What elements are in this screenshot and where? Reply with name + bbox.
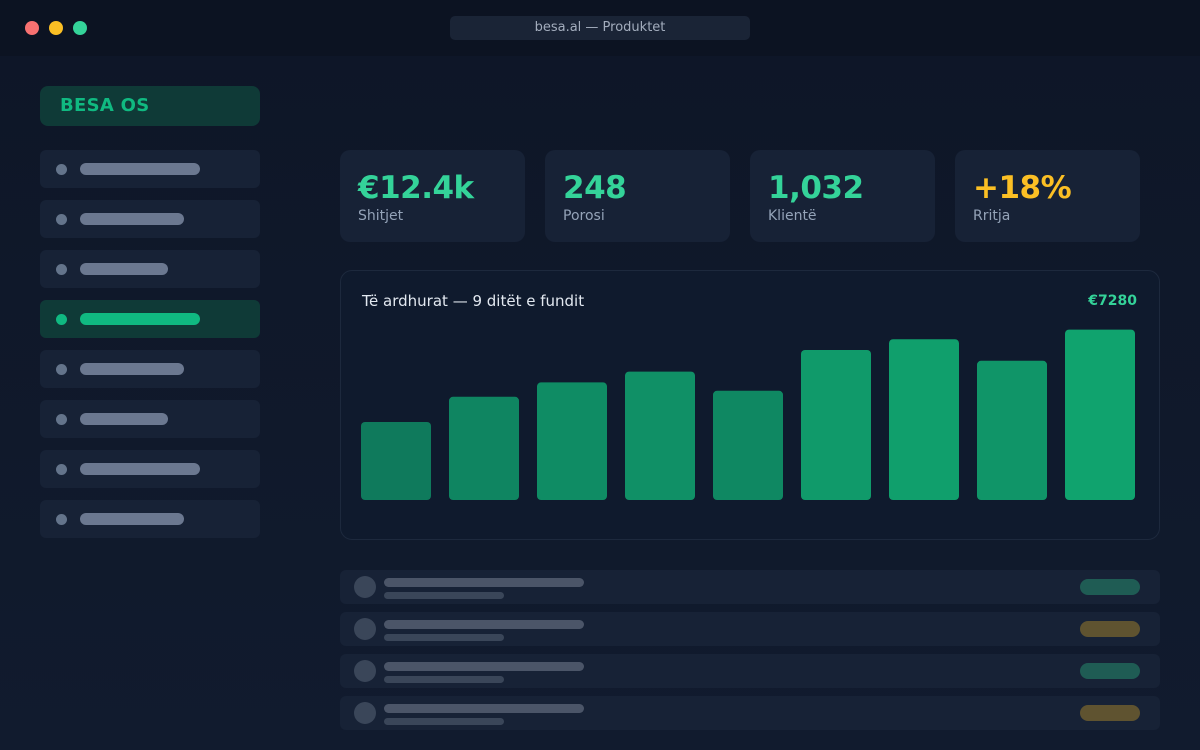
sidebar-item-label-placeholder (80, 413, 168, 425)
chart-total: €7280 (1088, 293, 1137, 309)
chart-bar (713, 390, 783, 500)
avatar (354, 618, 376, 640)
sidebar-item[interactable] (40, 450, 260, 488)
stat-label: Klientë (768, 208, 817, 224)
sidebar-item-dot-icon (56, 214, 67, 225)
minimize-window-button[interactable] (49, 21, 63, 35)
chart-title: Të ardhurat — 9 ditët e fundit (362, 292, 585, 310)
list-item-title-placeholder (384, 578, 584, 587)
chart-bar (361, 422, 431, 500)
revenue-chart-card: Të ardhurat — 9 ditët e fundit €7280 (340, 270, 1160, 540)
sidebar-item[interactable] (40, 250, 260, 288)
list-item-subtitle-placeholder (384, 718, 504, 725)
address-bar[interactable]: besa.al — Produktet (450, 16, 750, 40)
list-item-subtitle-placeholder (384, 592, 504, 599)
chart-bar (977, 360, 1047, 500)
close-window-button[interactable] (25, 21, 39, 35)
avatar (354, 660, 376, 682)
sidebar-item-dot-icon (56, 514, 67, 525)
brand-logo: BESA OS (40, 86, 260, 126)
chart-bar (1065, 329, 1135, 500)
sidebar-item-label-placeholder (80, 163, 200, 175)
sidebar-item-label-placeholder (80, 213, 184, 225)
maximize-window-button[interactable] (73, 21, 87, 35)
sidebar-item[interactable] (40, 200, 260, 238)
sidebar-item-dot-icon (56, 464, 67, 475)
list-item-subtitle-placeholder (384, 676, 504, 683)
title-bar: besa.al — Produktet (0, 0, 1200, 56)
status-badge (1080, 663, 1140, 679)
sidebar-item-label-placeholder (80, 513, 184, 525)
status-badge (1080, 705, 1140, 721)
sidebar-item[interactable] (40, 300, 260, 338)
stat-label: Shitjet (358, 208, 404, 224)
sidebar-item-label-placeholder (80, 263, 168, 275)
stat-value: 248 (563, 170, 627, 206)
stat-card-growth: +18% Rritja (955, 150, 1140, 242)
chart-bar (889, 339, 959, 500)
list-item[interactable] (340, 654, 1160, 688)
stat-value: €12.4k (358, 170, 474, 206)
sidebar-item[interactable] (40, 400, 260, 438)
list-item[interactable] (340, 570, 1160, 604)
chart-bar (801, 350, 871, 500)
sidebar-item-label-placeholder (80, 463, 200, 475)
stat-card-orders: 248 Porosi (545, 150, 730, 242)
status-badge (1080, 579, 1140, 595)
sidebar-item-dot-icon (56, 264, 67, 275)
sidebar-item[interactable] (40, 350, 260, 388)
sidebar-item-dot-icon (56, 314, 67, 325)
sidebar-item-label-placeholder (80, 313, 200, 325)
stat-card-clients: 1,032 Klientë (750, 150, 935, 242)
sidebar-item-dot-icon (56, 364, 67, 375)
chart-bar (449, 396, 519, 500)
stat-label: Rritja (973, 208, 1011, 224)
revenue-bar-chart (361, 329, 1135, 500)
sidebar-item[interactable] (40, 150, 260, 188)
list-item-title-placeholder (384, 662, 584, 671)
list-item-subtitle-placeholder (384, 634, 504, 641)
sidebar-item-label-placeholder (80, 363, 184, 375)
avatar (354, 576, 376, 598)
sidebar-item-dot-icon (56, 414, 67, 425)
stat-value: 1,032 (768, 170, 864, 206)
status-badge (1080, 621, 1140, 637)
chart-bar (537, 382, 607, 500)
list-item[interactable] (340, 612, 1160, 646)
stat-value: +18% (973, 170, 1072, 206)
chart-bar (625, 371, 695, 500)
avatar (354, 702, 376, 724)
stat-label: Porosi (563, 208, 605, 224)
sidebar-item-dot-icon (56, 164, 67, 175)
list-item-title-placeholder (384, 620, 584, 629)
stat-card-sales: €12.4k Shitjet (340, 150, 525, 242)
sidebar-item[interactable] (40, 500, 260, 538)
list-item[interactable] (340, 696, 1160, 730)
list-item-title-placeholder (384, 704, 584, 713)
